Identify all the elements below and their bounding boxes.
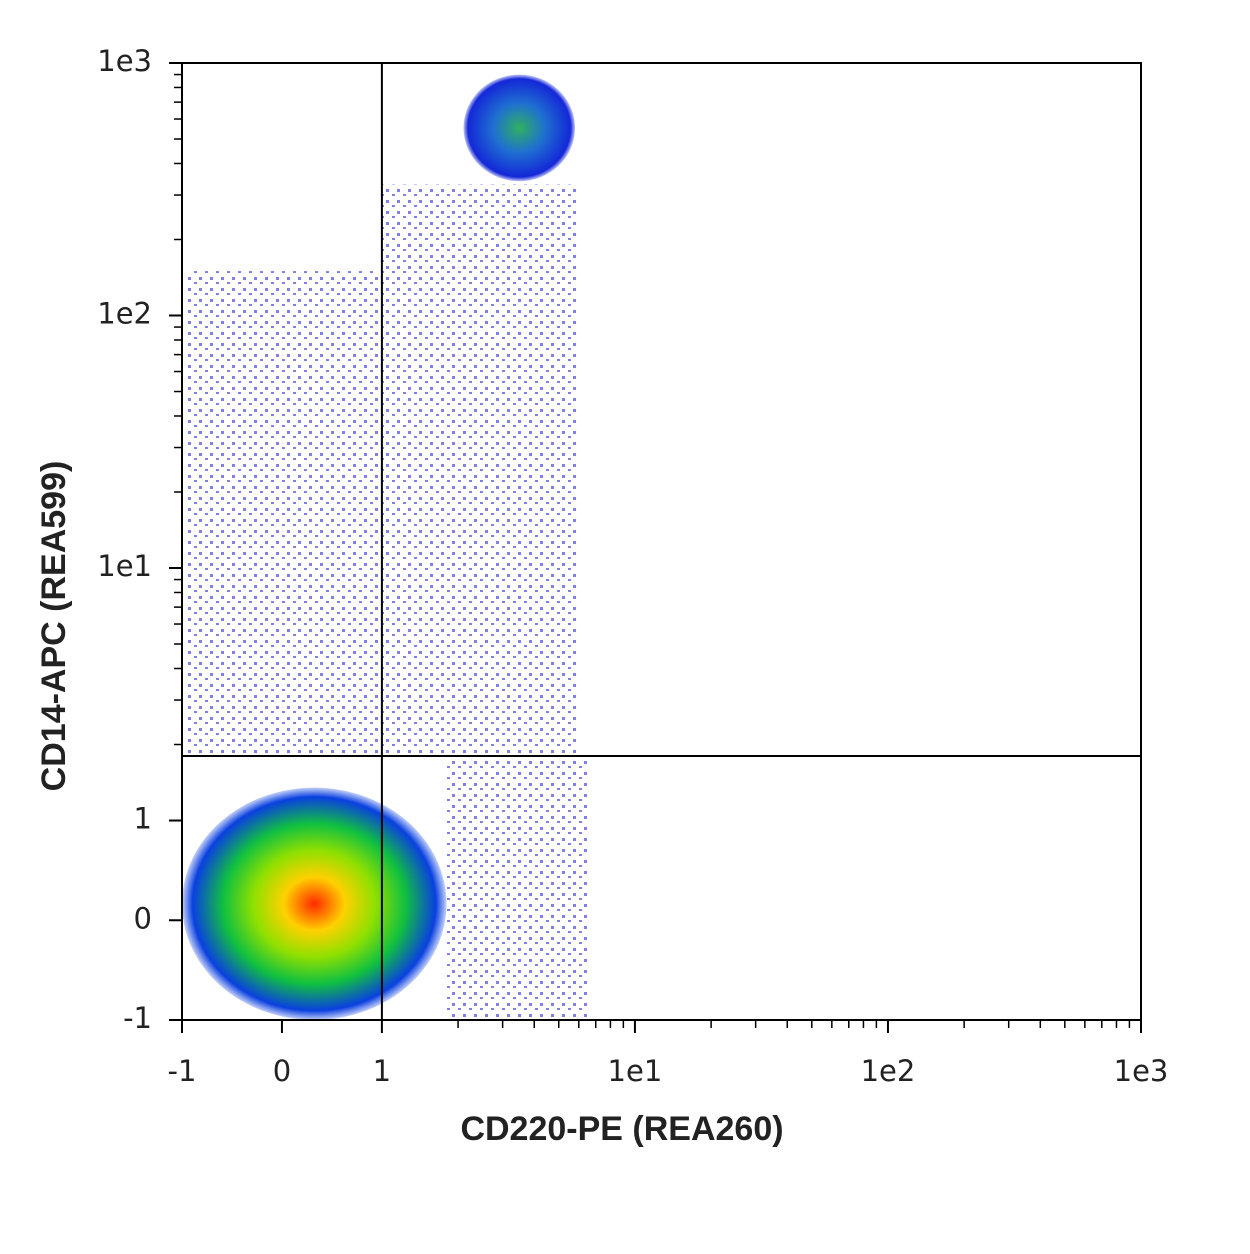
y-axis-title: CD14-APC (REA599) [35, 461, 73, 792]
x-axis-title: CD220-PE (REA260) [460, 1110, 783, 1148]
x-tick-label: 1 [373, 1054, 391, 1088]
dense-population [463, 74, 576, 182]
x-tick-label: 1e2 [861, 1054, 916, 1088]
sparse-population [186, 271, 382, 757]
x-tick-label: 0 [273, 1054, 291, 1088]
y-tick-label: 0 [134, 901, 152, 935]
y-tick-label: 1 [134, 802, 152, 836]
x-tick-label: 1e1 [608, 1054, 663, 1088]
sparse-population [381, 184, 579, 757]
x-tick-label: -1 [168, 1054, 197, 1088]
y-tick-label: 1e2 [97, 297, 152, 331]
plot-frame [181, 62, 1142, 1021]
y-tick-label: -1 [123, 1001, 152, 1035]
x-tick-label: 1e3 [1114, 1054, 1169, 1088]
y-tick-label: 1e1 [97, 549, 152, 583]
sparse-population [446, 756, 588, 1020]
y-tick-label: 1e3 [97, 44, 152, 78]
dense-population [182, 787, 447, 1020]
